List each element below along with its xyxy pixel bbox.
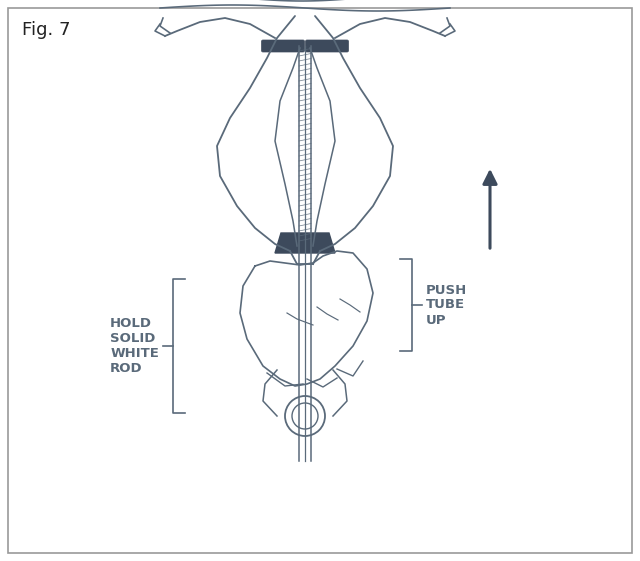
Text: HOLD
SOLID
WHITE
ROD: HOLD SOLID WHITE ROD — [110, 317, 159, 375]
FancyBboxPatch shape — [305, 40, 349, 52]
Text: PUSH
TUBE
UP: PUSH TUBE UP — [426, 283, 467, 327]
Text: Fig. 7: Fig. 7 — [22, 21, 70, 39]
FancyBboxPatch shape — [262, 40, 305, 52]
Polygon shape — [275, 233, 335, 253]
